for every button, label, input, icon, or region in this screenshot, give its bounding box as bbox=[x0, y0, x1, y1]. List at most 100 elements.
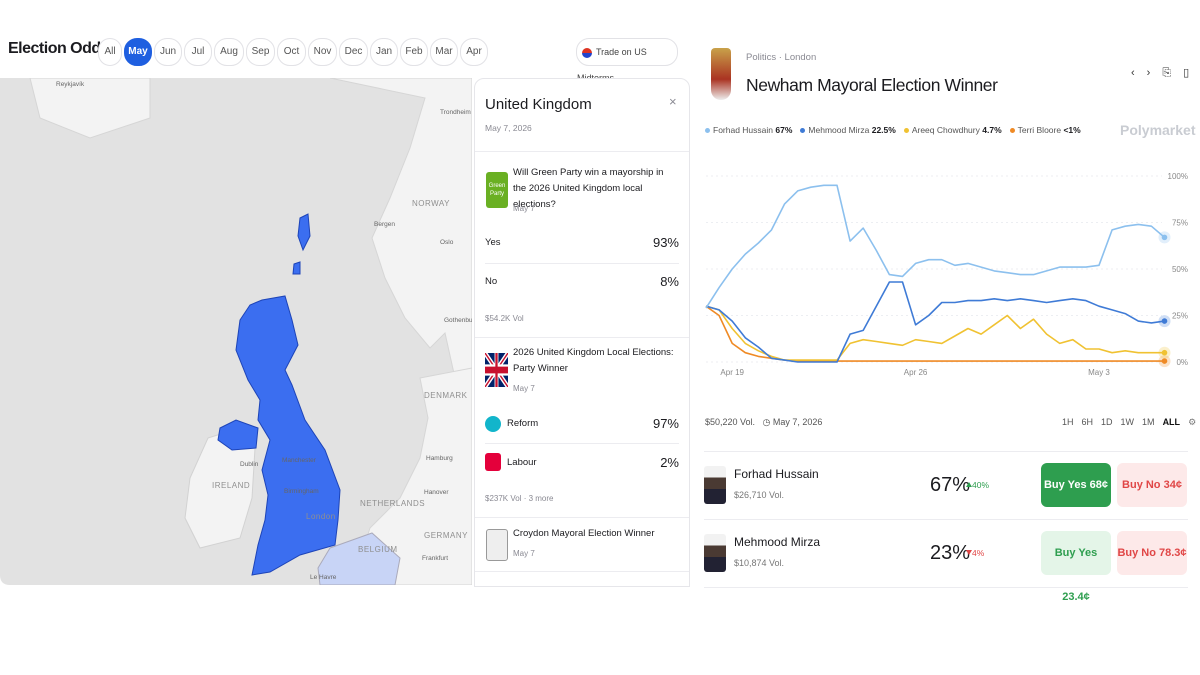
map-label: Hanover bbox=[424, 489, 449, 496]
range-button[interactable]: 1D bbox=[1101, 417, 1113, 427]
month-pill[interactable]: Nov bbox=[308, 38, 337, 66]
map-label: Oslo bbox=[440, 239, 454, 246]
month-pill[interactable]: Jan bbox=[370, 38, 398, 66]
newham-crest bbox=[711, 48, 731, 100]
brand-watermark: Polymarket bbox=[1120, 122, 1196, 138]
month-pill[interactable]: Mar bbox=[430, 38, 458, 66]
market-title: Newham Mayoral Election Winner bbox=[746, 75, 998, 95]
legend-item: Mehmood Mirza 22.5% bbox=[800, 125, 896, 135]
settings-icon[interactable]: ⚙ bbox=[1188, 417, 1197, 427]
buy-yes-button[interactable]: Buy Yes 23.4¢ bbox=[1041, 531, 1111, 603]
map-label: Manchester bbox=[282, 457, 317, 464]
map-label: BELGIUM bbox=[358, 545, 398, 554]
range-button[interactable]: 1W bbox=[1120, 417, 1135, 427]
range-button[interactable]: 1H bbox=[1062, 417, 1074, 427]
legend-name: Mehmood Mirza bbox=[808, 125, 870, 135]
breadcrumb: Politics · London bbox=[746, 52, 817, 63]
map-label: Birmingham bbox=[284, 488, 319, 495]
buy-yes-button[interactable]: Buy Yes 68¢ bbox=[1041, 463, 1111, 507]
outcome-name: Forhad Hussain bbox=[734, 467, 819, 481]
legend-name: Terri Bloore bbox=[1017, 125, 1062, 135]
map-label: NETHERLANDS bbox=[360, 499, 425, 508]
outcome-volume: $26,710 Vol. bbox=[734, 490, 785, 500]
outcome-value: 8% bbox=[660, 274, 679, 289]
outcome-value: 93% bbox=[652, 235, 679, 250]
map-label: Dublin bbox=[240, 461, 259, 468]
month-pill[interactable]: Aug bbox=[214, 38, 244, 66]
y-tick-label: 100% bbox=[1168, 172, 1188, 181]
range-button[interactable]: 6H bbox=[1081, 417, 1094, 427]
y-tick-label: 25% bbox=[1172, 312, 1188, 321]
legend-swatch bbox=[705, 128, 710, 134]
legend-item: Areeq Chowdhury 4.7% bbox=[903, 125, 1002, 135]
range-button[interactable]: 1M bbox=[1142, 417, 1155, 427]
x-tick-label: Apr 26 bbox=[904, 368, 928, 377]
month-pill[interactable]: All bbox=[98, 38, 122, 66]
divider bbox=[475, 517, 689, 518]
x-tick-label: Apr 19 bbox=[720, 368, 744, 377]
series-line bbox=[705, 305, 1165, 361]
map-label: Reykjavík bbox=[56, 81, 85, 88]
month-pill[interactable]: Jul bbox=[184, 38, 212, 66]
map-label: Bergen bbox=[374, 221, 395, 228]
outcome-name: Labour bbox=[507, 457, 537, 468]
series-line bbox=[705, 305, 1165, 362]
volume: $237K Vol bbox=[485, 494, 522, 503]
midterms-button[interactable]: Trade on US Midterms bbox=[576, 38, 678, 83]
price-chart: 0% 25% 50% 75% 100% Apr 19 Apr 26 May 3 bbox=[705, 172, 1188, 377]
legend-swatch bbox=[903, 128, 909, 134]
more-link[interactable]: 3 more bbox=[528, 494, 554, 503]
end-point bbox=[1161, 349, 1168, 356]
map-label: Hamburg bbox=[426, 455, 453, 462]
croydon-crest bbox=[486, 529, 508, 561]
map-label: GERMANY bbox=[424, 531, 468, 540]
outcome-chance: 67% bbox=[930, 474, 971, 496]
legend-value: 4.7% bbox=[982, 125, 1002, 135]
legend-value: <1% bbox=[1063, 125, 1081, 135]
buy-no-button[interactable]: Buy No 34¢ bbox=[1117, 463, 1187, 507]
market-volume: $237K Vol · 3 more bbox=[485, 494, 554, 503]
outcome-name: Yes bbox=[485, 237, 501, 248]
month-pill[interactable]: Feb bbox=[400, 38, 428, 66]
map-label: Frankfurt bbox=[422, 555, 448, 562]
month-pill[interactable]: May bbox=[124, 38, 152, 66]
market-stats: $50,220 Vol. ◷ May 7, 2026 bbox=[705, 417, 823, 427]
outcome-change: 4% bbox=[972, 548, 985, 558]
series-line bbox=[705, 281, 1165, 363]
region-popup: United Kingdom May 7, 2026 × Green Party… bbox=[474, 78, 690, 587]
close-button[interactable]: × bbox=[669, 94, 677, 109]
change-arrow bbox=[966, 550, 972, 555]
reform-logo bbox=[485, 416, 501, 432]
divider bbox=[475, 151, 689, 152]
legend-swatch bbox=[800, 128, 806, 134]
change-arrow bbox=[966, 482, 972, 487]
map-label: London bbox=[306, 512, 336, 521]
divider bbox=[704, 587, 1188, 588]
month-pill[interactable]: Sep bbox=[246, 38, 275, 66]
month-pill[interactable]: Jun bbox=[154, 38, 182, 66]
buy-no-button[interactable]: Buy No 78.3¢ bbox=[1117, 531, 1187, 575]
market-title[interactable]: 2026 United Kingdom Local Elections: Par… bbox=[513, 347, 674, 374]
divider bbox=[485, 443, 679, 444]
y-tick-label: 50% bbox=[1172, 265, 1188, 274]
uk-flag bbox=[485, 353, 508, 387]
month-pill[interactable]: Dec bbox=[339, 38, 368, 66]
market-title[interactable]: Croydon Mayoral Election Winner bbox=[513, 528, 655, 539]
volume: $50,220 Vol. bbox=[705, 417, 756, 427]
actions[interactable]: ‹›⎘▯ bbox=[1131, 67, 1200, 79]
range-button[interactable]: ALL bbox=[1162, 417, 1181, 427]
map: Reykjavík Trondheim Bergen NORWAY Oslo Gothen… bbox=[0, 78, 472, 585]
legend-item: Terri Bloore <1% bbox=[1009, 125, 1081, 135]
map-label: Trondheim bbox=[440, 109, 471, 116]
end-point bbox=[1161, 318, 1168, 324]
market-title[interactable]: Will Green Party win a mayorship in the … bbox=[513, 167, 664, 210]
y-tick-label: 75% bbox=[1172, 219, 1188, 228]
month-pill[interactable]: Apr bbox=[460, 38, 488, 66]
range-selector: 1H 6H 1D 1W 1M ALL ⚙ bbox=[1062, 417, 1196, 428]
green-party-logo: Green Party bbox=[486, 172, 508, 208]
month-pill[interactable]: Oct bbox=[277, 38, 306, 66]
legend: Forhad Hussain 67% Mehmood Mirza 22.5% Are… bbox=[705, 125, 1089, 135]
end-point bbox=[1161, 234, 1168, 241]
